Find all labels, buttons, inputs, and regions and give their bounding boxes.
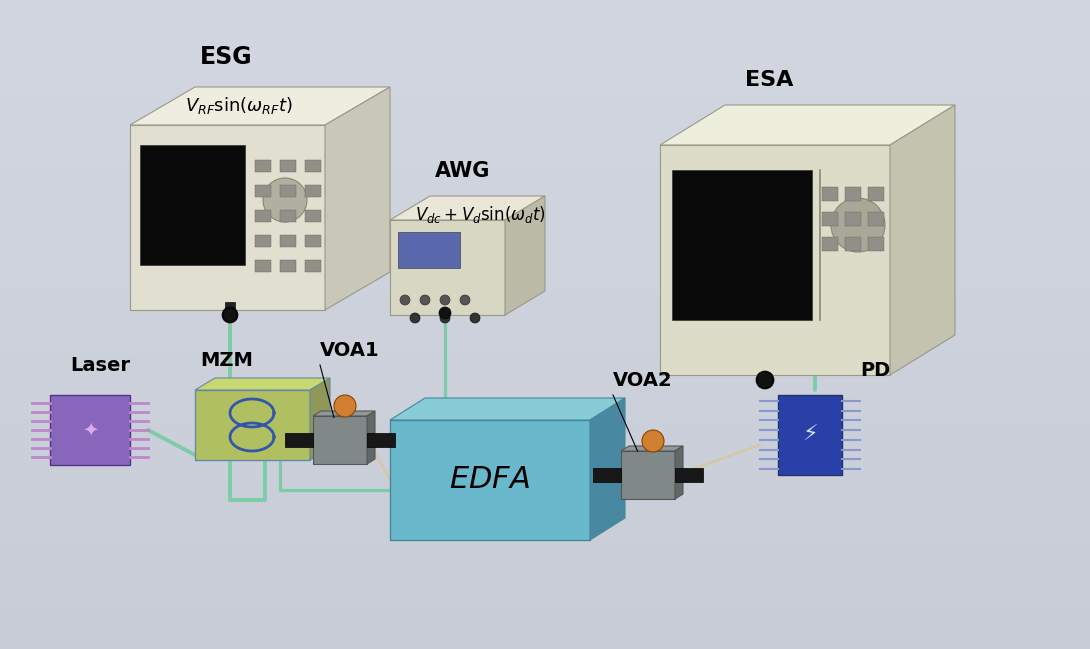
Polygon shape [130, 87, 390, 125]
Polygon shape [590, 398, 625, 540]
Polygon shape [305, 160, 320, 172]
Polygon shape [675, 446, 683, 499]
Text: ⚡: ⚡ [802, 425, 818, 445]
Polygon shape [845, 212, 861, 226]
Circle shape [223, 308, 237, 322]
Polygon shape [284, 433, 313, 447]
Text: $V_{dc}+V_d\sin(\omega_d t)$: $V_{dc}+V_d\sin(\omega_d t)$ [415, 204, 546, 225]
Polygon shape [195, 390, 310, 460]
Polygon shape [822, 212, 838, 226]
Polygon shape [661, 145, 891, 375]
Polygon shape [505, 196, 545, 315]
Polygon shape [255, 160, 271, 172]
Text: ✦: ✦ [82, 421, 98, 439]
Polygon shape [280, 260, 296, 272]
Circle shape [439, 307, 451, 319]
Polygon shape [280, 235, 296, 247]
Polygon shape [661, 105, 955, 145]
Polygon shape [130, 125, 325, 310]
Circle shape [222, 307, 238, 323]
Polygon shape [868, 187, 884, 201]
Polygon shape [255, 210, 271, 222]
Polygon shape [255, 235, 271, 247]
Circle shape [460, 295, 470, 305]
Text: $V_{RF}\sin(\omega_{RF}t)$: $V_{RF}\sin(\omega_{RF}t)$ [185, 95, 293, 116]
Polygon shape [255, 185, 271, 197]
Text: AWG: AWG [435, 161, 490, 181]
Text: $EDFA$: $EDFA$ [449, 465, 531, 495]
Text: PD: PD [860, 361, 891, 380]
Polygon shape [310, 378, 330, 460]
Circle shape [400, 295, 410, 305]
Polygon shape [305, 185, 320, 197]
Text: VOA1: VOA1 [320, 341, 379, 360]
Polygon shape [673, 170, 812, 320]
Polygon shape [891, 105, 955, 375]
Polygon shape [225, 302, 235, 312]
Circle shape [410, 313, 420, 323]
Circle shape [334, 395, 356, 417]
Polygon shape [868, 212, 884, 226]
Polygon shape [280, 160, 296, 172]
Polygon shape [280, 210, 296, 222]
Polygon shape [675, 468, 703, 482]
Polygon shape [325, 87, 390, 310]
Polygon shape [593, 468, 621, 482]
Polygon shape [778, 395, 841, 475]
Text: VOA2: VOA2 [613, 371, 673, 390]
Circle shape [831, 198, 885, 252]
Circle shape [263, 178, 307, 222]
Polygon shape [313, 416, 367, 464]
Polygon shape [390, 220, 505, 315]
Text: ESG: ESG [199, 45, 253, 69]
Polygon shape [255, 260, 271, 272]
Polygon shape [390, 196, 545, 220]
Polygon shape [868, 237, 884, 251]
Circle shape [642, 430, 664, 452]
Text: Laser: Laser [70, 356, 130, 375]
Circle shape [440, 313, 450, 323]
Polygon shape [845, 187, 861, 201]
Polygon shape [305, 210, 320, 222]
Polygon shape [305, 260, 320, 272]
Circle shape [756, 371, 774, 389]
Circle shape [440, 295, 450, 305]
Text: ESA: ESA [744, 70, 794, 90]
Polygon shape [390, 398, 625, 420]
Polygon shape [621, 446, 683, 451]
Polygon shape [195, 378, 330, 390]
Polygon shape [621, 451, 675, 499]
Polygon shape [845, 237, 861, 251]
Polygon shape [822, 237, 838, 251]
Circle shape [470, 313, 480, 323]
Polygon shape [313, 411, 375, 416]
Polygon shape [390, 420, 590, 540]
Polygon shape [822, 187, 838, 201]
Polygon shape [50, 395, 130, 465]
Polygon shape [398, 232, 460, 268]
Circle shape [756, 372, 773, 388]
Circle shape [420, 295, 429, 305]
Polygon shape [280, 185, 296, 197]
Polygon shape [367, 411, 375, 464]
Polygon shape [305, 235, 320, 247]
Text: MZM: MZM [199, 351, 253, 370]
Polygon shape [140, 145, 245, 265]
Polygon shape [367, 433, 395, 447]
